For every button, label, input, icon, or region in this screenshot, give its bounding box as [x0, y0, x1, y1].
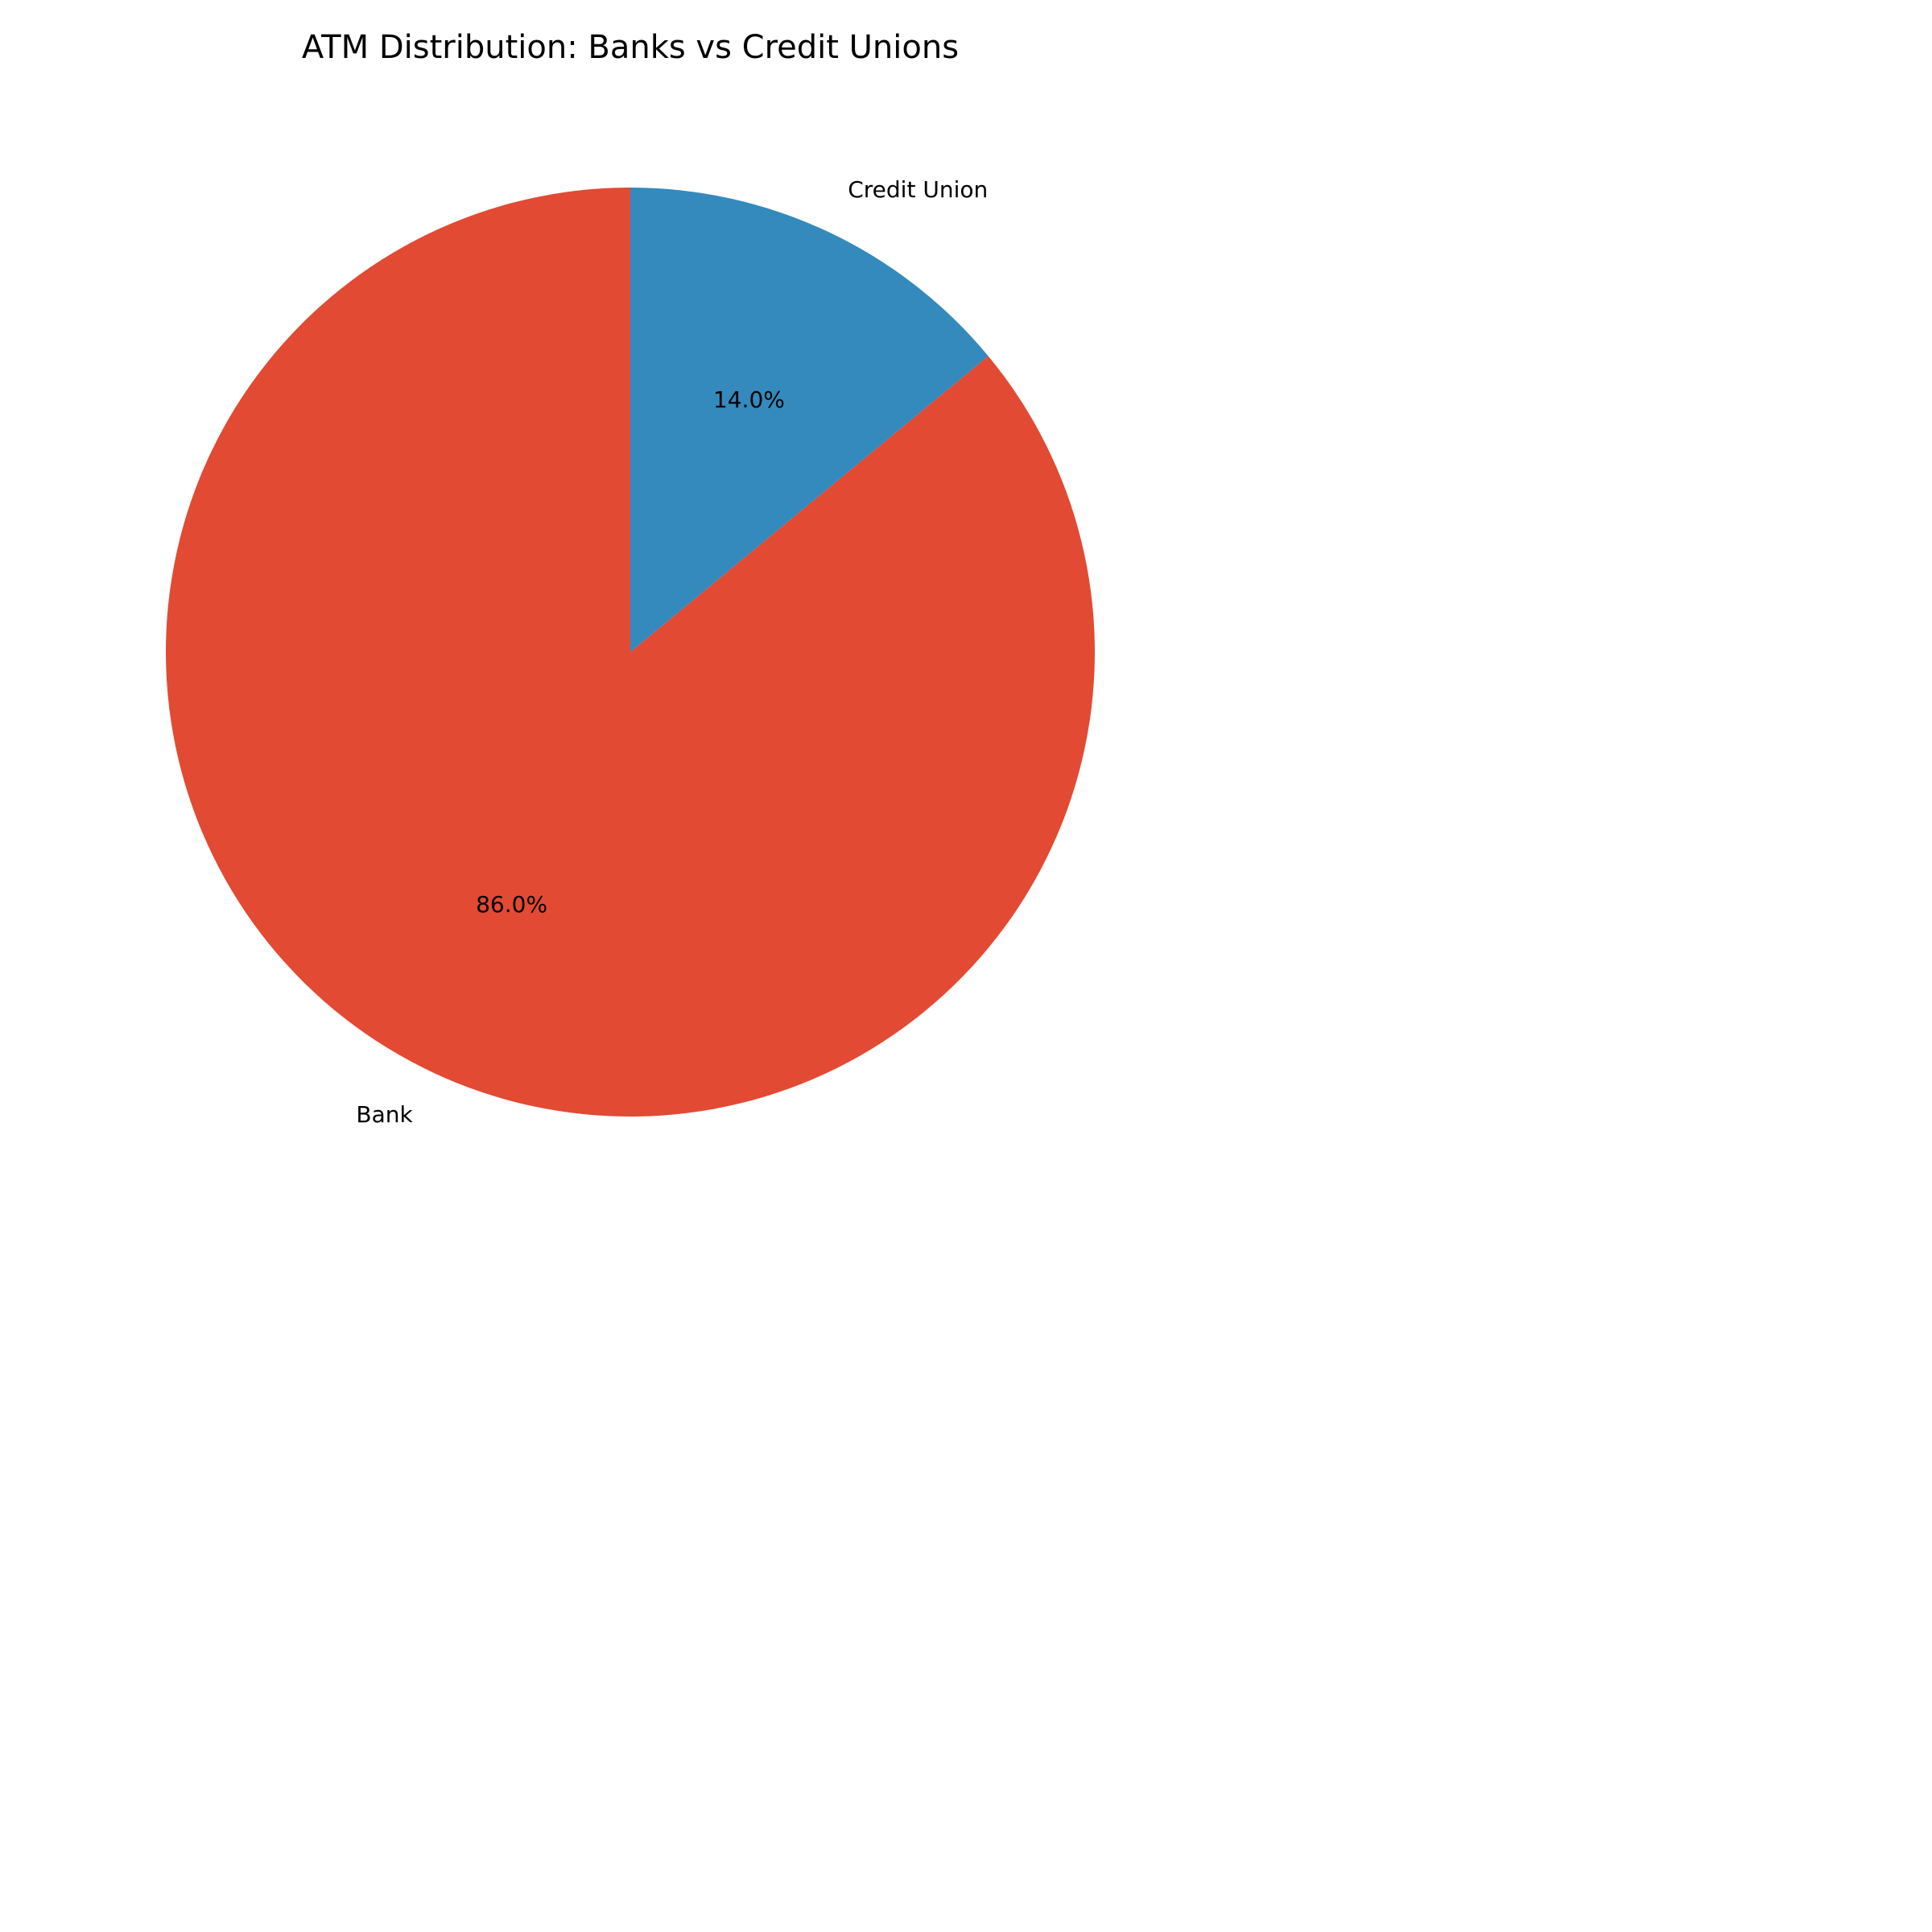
pie-slice-bank — [166, 188, 1096, 1117]
pie-percent-bank: 86.0% — [476, 891, 547, 918]
pie-slice-credit-union — [630, 187, 989, 652]
pie-labels: Bank 86.0% Credit Union 14.0% — [356, 176, 988, 1128]
pie-label-credit-union: Credit Union — [848, 176, 988, 203]
pie-chart: ATM Distribution: Banks vs Credit Unions… — [166, 29, 1096, 1128]
pie-slices — [166, 187, 1096, 1117]
pie-label-bank: Bank — [356, 1101, 413, 1128]
chart-title: ATM Distribution: Banks vs Credit Unions — [302, 29, 959, 66]
pie-percent-credit-union: 14.0% — [713, 386, 785, 413]
